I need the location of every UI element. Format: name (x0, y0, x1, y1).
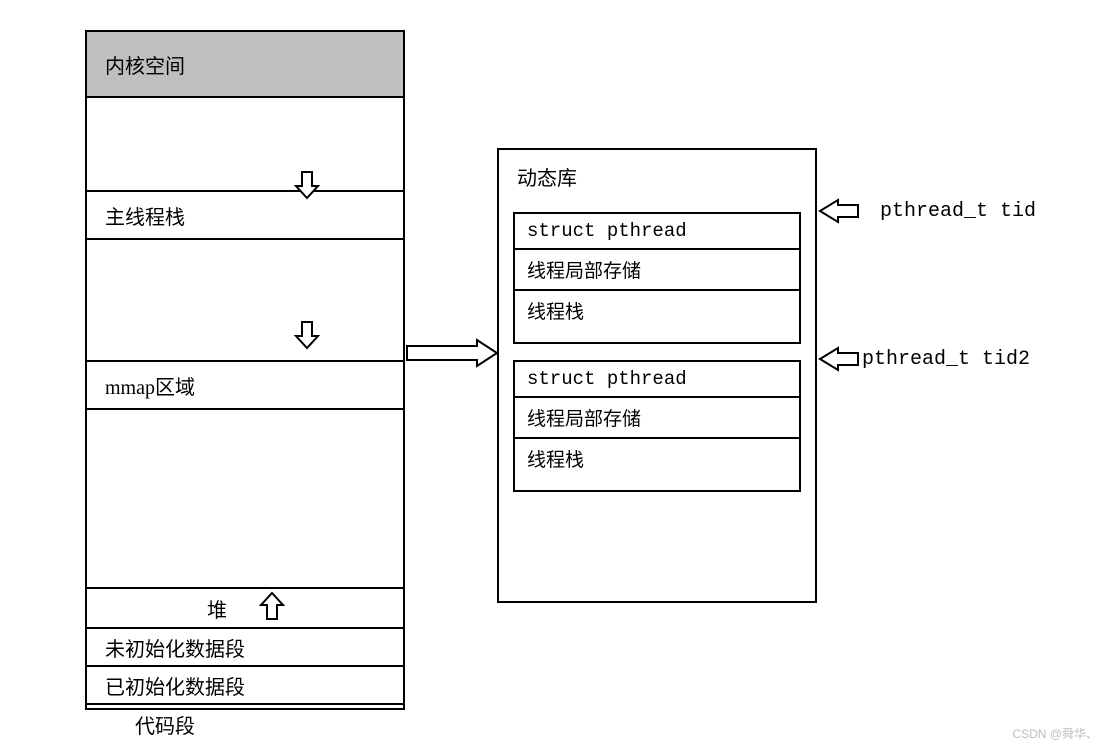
mmap-row: mmap区域 (87, 360, 403, 410)
tls-label: 线程局部存储 (515, 250, 799, 291)
watermark: CSDN @舜华、 (1012, 725, 1098, 742)
thread-block-2: struct pthread 线程局部存储 线程栈 (513, 360, 801, 492)
tid-label: pthread_t tid (880, 200, 1036, 223)
mmap-label: mmap区域 (105, 371, 195, 400)
dynamic-lib-header: 动态库 (499, 150, 815, 202)
down-arrow-icon (292, 170, 322, 200)
dynamic-lib-label: 动态库 (517, 162, 577, 191)
up-arrow-icon (257, 591, 287, 621)
kernel-space-label: 内核空间 (105, 50, 185, 79)
data-label: 已初始化数据段 (105, 671, 245, 700)
heap-label: 堆 (207, 594, 227, 623)
tid2-label: pthread_t tid2 (862, 348, 1030, 371)
thread-block-1: struct pthread 线程局部存储 线程栈 (513, 212, 801, 344)
bss-row: 未初始化数据段 (87, 629, 403, 667)
thread-stack-label: 线程栈 (515, 439, 799, 478)
text-label: 代码段 (135, 710, 195, 739)
text-row: 代码段 (87, 705, 403, 743)
memory-layout-box: 内核空间 主线程栈 mmap区域 堆 未初始化数据段 已初始化数据段 代码段 (85, 30, 405, 710)
heap-row: 堆 (87, 587, 403, 629)
bss-label: 未初始化数据段 (105, 633, 245, 662)
dynamic-lib-box: 动态库 struct pthread 线程局部存储 线程栈 struct pth… (497, 148, 817, 603)
down-arrow-icon (292, 320, 322, 350)
main-stack-label: 主线程栈 (105, 201, 185, 230)
data-row: 已初始化数据段 (87, 667, 403, 705)
left-arrow-icon (818, 198, 860, 224)
main-stack-row: 主线程栈 (87, 190, 403, 240)
struct-pthread-label: struct pthread (515, 214, 799, 250)
tls-label: 线程局部存储 (515, 398, 799, 439)
thread-stack-label: 线程栈 (515, 291, 799, 330)
right-arrow-icon (405, 338, 500, 368)
struct-pthread-label: struct pthread (515, 362, 799, 398)
left-arrow-icon (818, 346, 860, 372)
kernel-space-header: 内核空间 (87, 32, 403, 98)
